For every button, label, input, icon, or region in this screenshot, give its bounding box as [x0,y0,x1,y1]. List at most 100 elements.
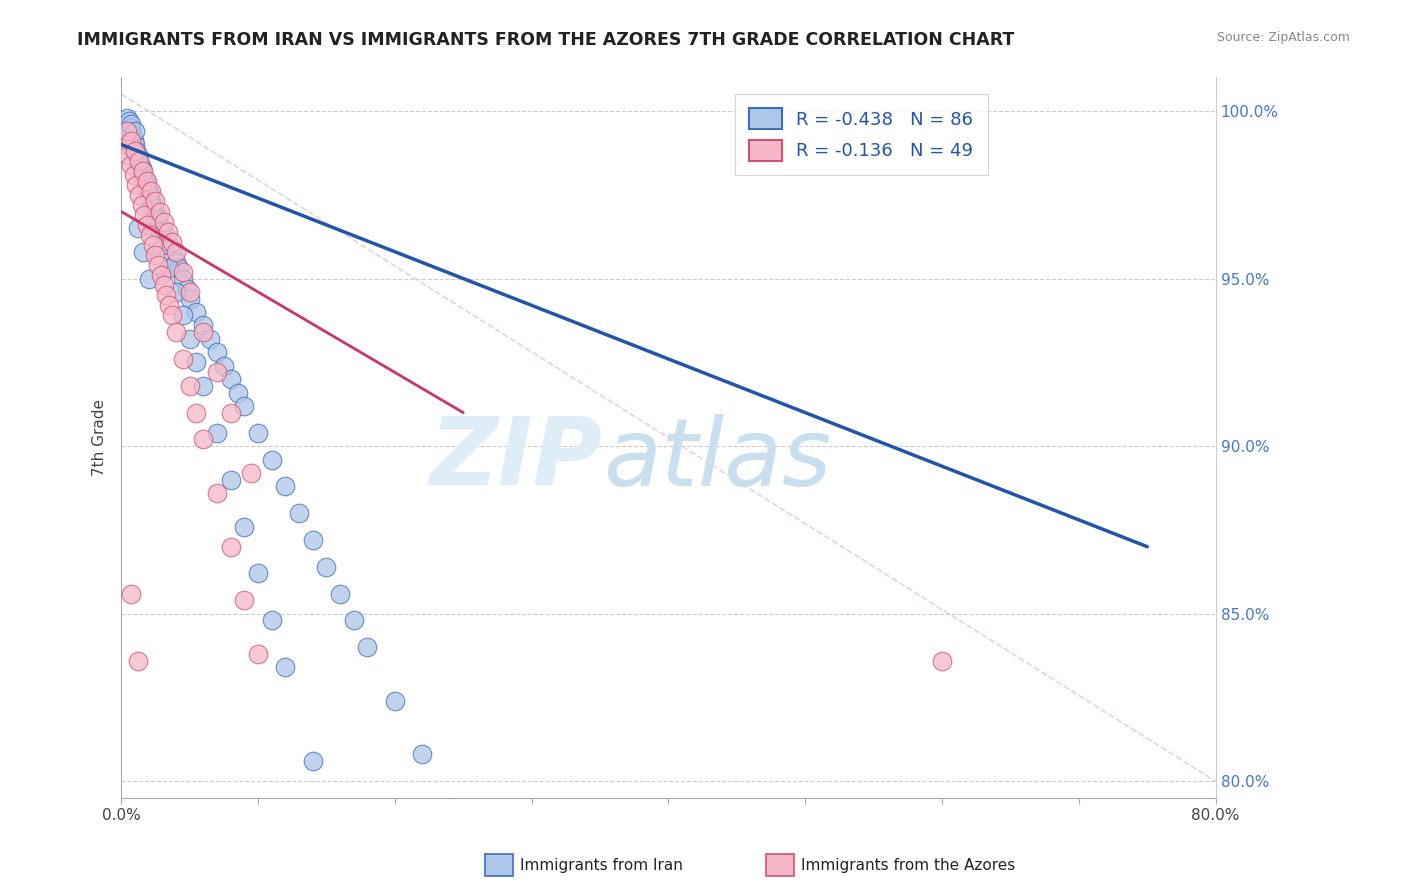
Point [146,211,169,226]
Point [343,614,366,628]
Point [247,425,270,440]
Point [125,178,148,192]
Point [179,379,201,393]
Point [240,466,263,480]
Point [155,288,177,302]
Point [146,258,169,272]
Text: Source: ZipAtlas.com: Source: ZipAtlas.com [1216,31,1350,45]
Point [260,614,283,628]
Point [128,154,150,169]
Point [115,124,138,138]
Point [132,168,155,182]
Point [125,144,148,158]
Point [179,292,201,306]
Point [150,221,173,235]
Point [135,174,157,188]
Point [176,282,198,296]
Point [138,187,160,202]
Point [157,238,180,252]
Point [115,111,138,125]
Point [219,372,242,386]
Point [117,147,139,161]
Point [157,298,180,312]
Point [153,227,176,242]
Point [172,271,194,285]
Point [411,747,433,762]
Point [120,158,142,172]
Point [127,221,149,235]
Point [329,586,352,600]
Y-axis label: 7th Grade: 7th Grade [93,400,107,476]
Point [139,187,162,202]
Point [260,452,283,467]
Point [186,305,208,319]
Point [136,181,159,195]
Point [193,318,215,333]
Point [141,194,163,209]
Point [124,124,146,138]
Point [128,154,150,169]
FancyBboxPatch shape [766,854,794,876]
Point [193,325,215,339]
Point [121,141,143,155]
Point [152,278,174,293]
Point [439,801,461,815]
Point [120,134,142,148]
Point [193,433,215,447]
FancyBboxPatch shape [485,854,513,876]
Point [150,238,173,252]
Point [274,660,297,674]
Point [274,479,297,493]
Point [114,137,136,152]
Point [193,379,215,393]
Point [118,114,141,128]
Point [141,185,163,199]
Point [205,486,228,500]
Point [167,261,190,276]
Point [145,194,167,209]
Point [301,754,323,768]
Point [219,473,242,487]
Point [931,654,953,668]
Point [135,178,157,192]
Point [142,198,165,212]
Point [226,385,249,400]
Point [205,365,228,379]
Point [165,285,187,299]
Point [148,204,170,219]
Point [122,134,145,148]
Point [186,355,208,369]
Point [149,268,172,283]
Text: IMMIGRANTS FROM IRAN VS IMMIGRANTS FROM THE AZORES 7TH GRADE CORRELATION CHART: IMMIGRANTS FROM IRAN VS IMMIGRANTS FROM … [77,31,1015,49]
Point [131,161,153,175]
Point [186,406,208,420]
Point [157,261,180,276]
Point [329,848,352,863]
Point [120,586,142,600]
Point [179,285,201,299]
Point [134,171,156,186]
Point [247,647,270,661]
Point [138,185,160,199]
Point [219,540,242,554]
Point [179,332,201,346]
Point [219,406,242,420]
Point [131,164,153,178]
Point [124,137,146,152]
Point [120,120,142,135]
Point [205,425,228,440]
Point [145,211,167,226]
Point [145,204,167,219]
Point [165,325,187,339]
Point [124,144,146,158]
Point [142,238,165,252]
Point [139,227,162,242]
Point [172,309,194,323]
Point [132,244,155,259]
Point [233,399,256,413]
Text: ZIP: ZIP [430,413,603,506]
Point [134,208,156,222]
Point [148,225,170,239]
Point [131,198,153,212]
Point [156,225,179,239]
